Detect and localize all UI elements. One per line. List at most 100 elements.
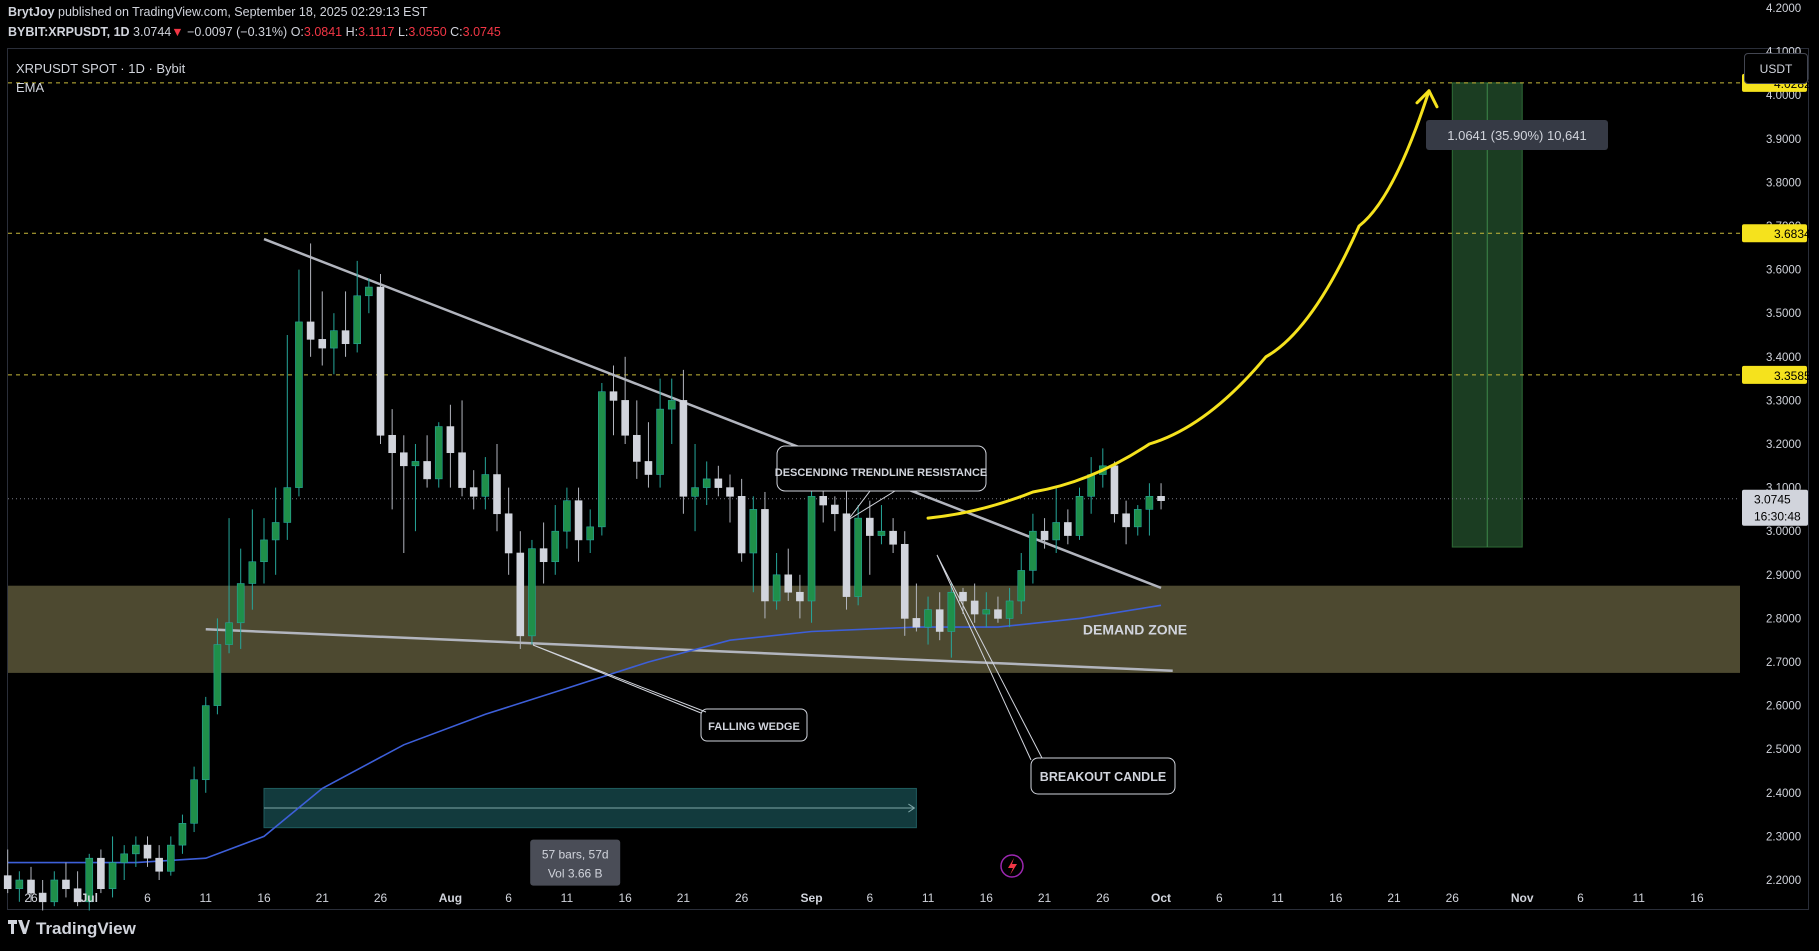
projection-arrowhead-icon	[1415, 89, 1439, 109]
candle	[528, 539, 536, 645]
time-axis[interactable]: 26 Jul 6 11 16 21 26 Aug 6 11 16 21 26 Sep 6 11 16 21 26 Oc…	[24, 891, 1704, 905]
candle-body	[854, 517, 862, 597]
candle-body	[772, 574, 781, 602]
candle	[120, 845, 128, 880]
candle	[481, 457, 490, 510]
change-value: −0.0097 (−0.31%)	[187, 25, 288, 39]
time-tick-label: 26	[24, 891, 38, 905]
candle-body	[970, 600, 979, 615]
price-axis[interactable]: 2.2000 2.3000 2.4000 2.5000 2.6000 2.7000 2.80…	[1742, 3, 1811, 887]
candle-body	[248, 561, 257, 584]
candle	[889, 518, 897, 553]
candle	[772, 553, 781, 610]
candle-body	[691, 487, 699, 497]
current-price-tag-text: 3.0745	[1754, 493, 1791, 507]
candle-body	[632, 434, 641, 462]
candle-body	[97, 857, 105, 890]
brand-name: TradingView	[36, 919, 136, 938]
candle	[819, 487, 828, 523]
candle	[1040, 518, 1049, 549]
price-tick-label: 2.5000	[1766, 744, 1801, 756]
candle-body	[132, 844, 140, 855]
time-tick-label: 21	[677, 891, 691, 905]
candle	[1087, 457, 1095, 514]
time-tick-label: 11	[200, 891, 213, 905]
candle	[504, 487, 513, 575]
candle	[446, 404, 455, 488]
range-bars-text: 57 bars, 57d	[542, 848, 609, 862]
descending-trendline	[263, 237, 1162, 590]
candle-body	[1040, 530, 1049, 541]
candle	[598, 382, 606, 536]
time-tick-label: 26	[1446, 891, 1460, 905]
candle	[1075, 487, 1084, 540]
candle-body	[1017, 570, 1026, 602]
price-tick-label: 2.6000	[1766, 701, 1801, 713]
candle	[1064, 509, 1072, 545]
candle	[667, 378, 676, 444]
breakout-callout-box	[1030, 757, 1176, 795]
currency-selector[interactable]: USDT	[1744, 53, 1808, 84]
candle	[726, 474, 734, 523]
candle	[994, 596, 1002, 623]
candle-body	[295, 321, 303, 488]
legend-indicator[interactable]: EMA	[16, 80, 45, 95]
candle	[434, 422, 443, 488]
candle-body	[190, 779, 198, 824]
candle	[796, 574, 804, 619]
price-tick-label: 4.0000	[1766, 90, 1801, 102]
price-tick-label: 3.4000	[1766, 352, 1801, 364]
candle	[97, 849, 105, 894]
measure-label-text: 1.0641 (35.90%) 10,641	[1447, 128, 1587, 143]
candle-body	[120, 853, 128, 863]
candle	[155, 845, 163, 880]
candle	[714, 465, 723, 497]
candle-body	[598, 391, 606, 528]
candle	[563, 487, 571, 549]
candle	[1005, 587, 1014, 628]
chart-frame[interactable]	[7, 48, 1809, 910]
time-tick-label: Oct	[1151, 891, 1171, 905]
falling-wedge-pointer	[532, 644, 707, 714]
price-tick-label: 3.8000	[1766, 177, 1801, 189]
time-tick-label: 11	[561, 891, 574, 905]
chart-legend: XRPUSDT SPOT · 1D · Bybit EMA	[16, 59, 185, 97]
candle-body	[85, 857, 94, 903]
price-tick-label: 2.2000	[1766, 875, 1801, 887]
descending-callout-pointer	[847, 490, 896, 521]
candle-body	[947, 591, 956, 632]
candle	[283, 335, 292, 540]
descending-callout-box	[776, 445, 987, 492]
candle	[306, 243, 315, 357]
candle-body	[260, 539, 268, 563]
candle	[399, 435, 408, 553]
candle-body	[236, 583, 245, 624]
lightning-icon[interactable]	[1000, 854, 1024, 878]
time-tick-label: 11	[1271, 891, 1284, 905]
candle	[167, 836, 175, 876]
candle-body	[516, 552, 525, 637]
candle-body	[167, 844, 175, 872]
candle-body	[73, 888, 82, 903]
candle	[679, 369, 688, 514]
candle-body	[1087, 474, 1095, 497]
candle-body	[1145, 496, 1154, 510]
candle-body	[143, 844, 152, 859]
candle-body	[819, 496, 828, 506]
ema-line	[7, 604, 1162, 864]
candle-body	[388, 434, 396, 454]
ema-layer	[7, 604, 1162, 864]
ohlc-line: BYBIT:XRPUSDT, 1D 3.0744▼ −0.0097 (−0.31…	[8, 25, 501, 39]
candle	[702, 461, 711, 506]
candle	[365, 278, 373, 314]
candle	[376, 273, 385, 444]
close-value: 3.0745	[462, 25, 501, 39]
candle	[62, 862, 70, 898]
candle	[213, 618, 222, 715]
candle	[225, 518, 233, 654]
candle	[260, 518, 268, 584]
time-tick-label: 26	[1096, 891, 1110, 905]
candle-body	[15, 879, 24, 890]
lightning-bolt-icon	[1008, 858, 1017, 875]
